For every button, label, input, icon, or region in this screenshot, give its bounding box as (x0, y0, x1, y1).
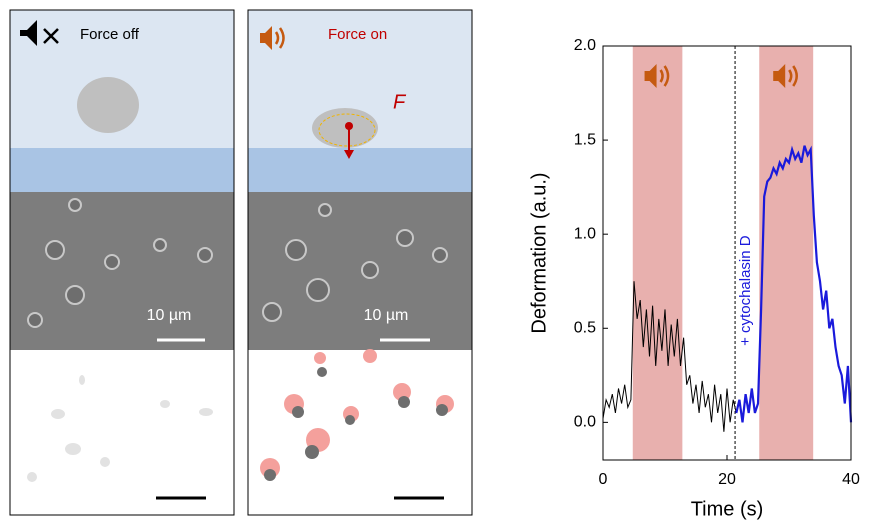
y-tick-label: 1.5 (574, 131, 596, 148)
panel-label: Force on (328, 26, 387, 43)
shaded-region (633, 46, 683, 460)
x-axis-label: Time (s) (691, 498, 764, 520)
figure: Force off 10 µm Force on F 10 µm + cytoc… (0, 0, 877, 528)
scale-label: 10 µm (147, 307, 192, 324)
x-tick-label: 40 (842, 471, 860, 488)
scale-label: 10 µm (364, 307, 409, 324)
panel-force-off: Force off 10 µm (10, 10, 234, 515)
force-label: F (393, 91, 407, 113)
y-tick-label: 0.5 (574, 319, 596, 336)
panel-force-on: Force on F 10 µm (248, 10, 472, 515)
y-tick-label: 2.0 (574, 37, 596, 54)
chart: + cytochalasin D 0.0 0.5 1.0 1.5 2.0 0 20 40 Time… (528, 37, 860, 520)
annotation: + cytochalasin D (737, 235, 754, 346)
y-tick-label: 1.0 (574, 225, 596, 242)
x-tick-label: 20 (718, 471, 736, 488)
panel-label: Force off (80, 26, 140, 43)
shaded-region (759, 46, 813, 460)
y-tick-label: 0.0 (574, 414, 596, 431)
x-tick-label: 0 (599, 471, 608, 488)
y-axis-label: Deformation (a.u.) (528, 172, 550, 333)
